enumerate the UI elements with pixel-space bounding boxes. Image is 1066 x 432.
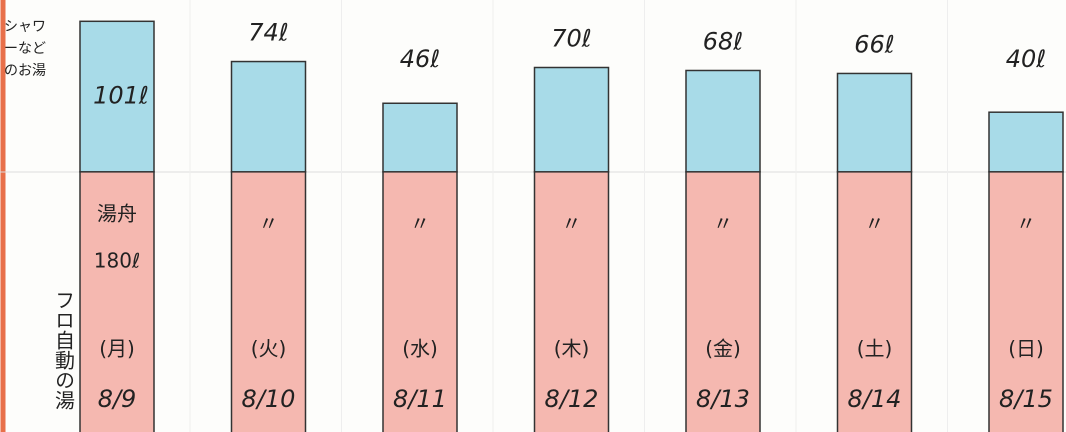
bar-segment bbox=[79, 20, 155, 173]
value-label: 〃 bbox=[410, 212, 430, 236]
bar-segment bbox=[988, 111, 1064, 173]
bar-segment bbox=[533, 66, 610, 173]
value-label: 〃 bbox=[1016, 212, 1036, 236]
x-tick-label: (月) bbox=[99, 337, 135, 361]
bar-segment bbox=[382, 171, 458, 432]
value-label: 〃 bbox=[865, 212, 885, 236]
value-label: 〃 bbox=[259, 212, 279, 236]
date-label: 8/13 bbox=[696, 385, 750, 413]
annotation: フロ自動の湯 bbox=[52, 290, 76, 410]
bar-segment bbox=[230, 60, 307, 173]
series-label: 湯舟 bbox=[97, 202, 137, 226]
value-label: 70ℓ bbox=[551, 25, 591, 53]
value-label: 〃 bbox=[562, 212, 582, 236]
x-tick-label: (金) bbox=[705, 337, 741, 361]
value-label: 68ℓ bbox=[703, 27, 743, 55]
bar-segment bbox=[685, 69, 761, 173]
x-tick-label: (日) bbox=[1008, 337, 1044, 361]
bar-segment bbox=[533, 171, 610, 432]
date-label: 8/12 bbox=[545, 385, 599, 413]
value-label: 101ℓ bbox=[93, 82, 149, 110]
x-tick-label: (水) bbox=[402, 337, 438, 361]
bar-segment bbox=[988, 171, 1064, 432]
date-label: 8/11 bbox=[393, 385, 447, 413]
value-label: 74ℓ bbox=[248, 19, 288, 47]
x-tick-label: (土) bbox=[857, 337, 893, 361]
value-label: 40ℓ bbox=[1006, 45, 1046, 73]
bar-segment bbox=[79, 171, 155, 432]
value-label: 〃 bbox=[713, 212, 733, 236]
bar-segment bbox=[836, 72, 913, 173]
date-label: 8/10 bbox=[242, 385, 296, 413]
date-label: 8/15 bbox=[999, 385, 1053, 413]
x-tick-label: (木) bbox=[554, 337, 590, 361]
date-label: 8/9 bbox=[98, 385, 137, 413]
bar-segment bbox=[836, 171, 913, 432]
bar-segment bbox=[382, 102, 458, 173]
value-label: 46ℓ bbox=[400, 45, 440, 73]
legend-label: シャワーなどのお湯 bbox=[4, 19, 46, 79]
date-label: 8/14 bbox=[848, 385, 902, 413]
x-tick-label: (火) bbox=[251, 337, 287, 361]
bar-segment bbox=[685, 171, 761, 432]
value-label: 66ℓ bbox=[854, 30, 894, 58]
value-label: 180ℓ bbox=[94, 249, 140, 273]
